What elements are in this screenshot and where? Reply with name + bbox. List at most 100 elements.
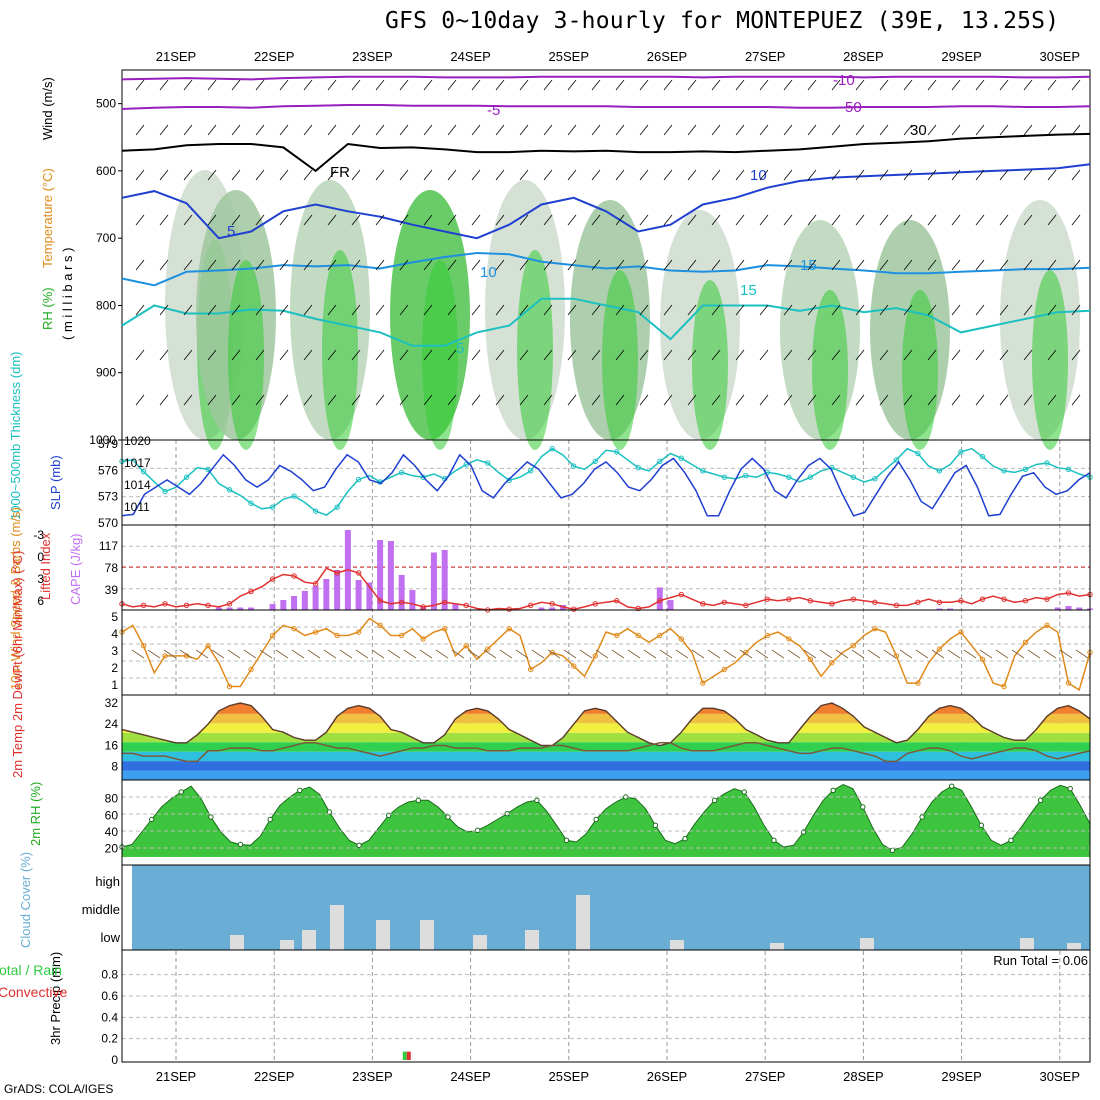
wind-barb-10m [387, 649, 401, 659]
thickness-line-marker [355, 476, 362, 483]
contour-label: 5 [456, 340, 464, 357]
thickness-line-marker [269, 504, 276, 510]
wind-barb-10m [883, 649, 897, 659]
wind-barb [231, 304, 241, 316]
cloud-low-bar [376, 920, 390, 950]
wind-barb [1023, 169, 1033, 181]
precip-ylabel: 3hr Precip (mm) [48, 952, 63, 1045]
wind-barb [783, 169, 793, 181]
wind-barb [351, 169, 361, 181]
rh-marker [237, 841, 244, 848]
wind-barb [399, 214, 409, 226]
wind-barb-10m [755, 649, 769, 659]
wind-barb [351, 259, 361, 271]
contour-label: -10 [833, 72, 855, 89]
wind-barb [351, 304, 361, 316]
li-line [121, 567, 1091, 611]
precip-tick: 0.2 [101, 1032, 118, 1046]
rh-shading-moist [322, 250, 358, 450]
wind-barb [591, 259, 601, 271]
precip-frame [121, 949, 1091, 1063]
cape-bar [280, 600, 287, 610]
wind-barb [351, 349, 361, 361]
wind-barb-10m [291, 649, 305, 659]
thickness-line-marker [743, 472, 749, 479]
wind-barb [447, 349, 457, 361]
precip-tick: 0.4 [101, 1010, 118, 1024]
wind-barb [879, 349, 889, 361]
wind-barb [471, 79, 481, 91]
wind-barb [879, 259, 889, 271]
wind-speed-line-marker [958, 629, 964, 635]
wind-barb [1047, 349, 1057, 361]
wind-barb [519, 169, 529, 181]
wind-speed-line-marker [269, 632, 276, 639]
ytick-label: 700 [96, 231, 116, 245]
rh-marker [741, 789, 747, 795]
temp-tick: 16 [105, 738, 119, 752]
wind-barb-10m [547, 649, 561, 659]
wind-barb [903, 79, 913, 91]
rh-marker [297, 787, 303, 794]
ytick-label: 900 [96, 366, 116, 380]
wind-barb [855, 214, 865, 226]
cape-bar [1054, 607, 1061, 610]
rh-label: 2m RH (%) [28, 782, 43, 846]
wind-barb [735, 214, 745, 226]
wind-barb [327, 79, 337, 91]
wind-barb [231, 259, 241, 271]
wind-barb [615, 304, 625, 316]
li-line-marker [700, 601, 706, 607]
wind-barb [1023, 79, 1033, 91]
li-line-marker [1001, 596, 1007, 602]
wind-barb [999, 169, 1009, 181]
legend-total-rain: Total / Rain [0, 962, 62, 978]
wind-barb [447, 214, 457, 226]
wind-barb [615, 214, 625, 226]
wind-speed-line-marker [1001, 683, 1007, 690]
contour-label: 50 [845, 99, 862, 116]
wind-barb [927, 349, 937, 361]
wind-barb [999, 394, 1009, 406]
wind-barb-10m [627, 649, 641, 659]
wind-barb-10m [899, 649, 913, 659]
wind-barb [351, 124, 361, 136]
thickness-line-marker [571, 463, 577, 469]
li-ylabel: Lifted Index [38, 532, 53, 600]
wind-barb [975, 214, 985, 226]
temp-label: 2m Temp 2m DewPt (6hr Min/Max) (°C) [10, 551, 25, 778]
wind-barb [351, 214, 361, 226]
contour-label: 10 [480, 264, 497, 281]
wind-barb [471, 394, 481, 406]
wind-barb [447, 124, 457, 136]
wind-barb [351, 79, 361, 91]
thickness-line-marker [226, 487, 233, 493]
wind-barb [783, 259, 793, 271]
wind-barb-10m [403, 649, 417, 659]
rh-marker [949, 783, 955, 789]
wind-barb [543, 214, 553, 226]
contour-label: 10 [750, 167, 767, 184]
legend-convective: Convective [0, 984, 67, 1000]
wind-barb [159, 394, 169, 406]
li-line-marker [807, 598, 814, 604]
li-line-marker [592, 601, 598, 607]
wind-barb [831, 394, 841, 406]
wind-barb [375, 169, 385, 181]
wind-barb [327, 124, 337, 136]
thickness-tick: 579 [98, 437, 118, 451]
cloud-ylabel: Cloud Cover (%) [18, 852, 33, 948]
thickness-line-marker [1044, 460, 1050, 466]
wind-barb [207, 79, 217, 91]
cloud-low-bar [230, 935, 244, 950]
wind-barb [1047, 79, 1057, 91]
wind-barb [231, 214, 241, 226]
wind-barb [711, 169, 721, 181]
wind-barb [399, 259, 409, 271]
wind-barb [207, 349, 217, 361]
wind-barb [327, 169, 337, 181]
rh-marker [208, 814, 214, 820]
wind-tick: 5 [111, 610, 118, 624]
rh2m-panel: 20 40 60 80 2m RH (%) [28, 780, 1091, 865]
wind-barb [447, 394, 457, 406]
